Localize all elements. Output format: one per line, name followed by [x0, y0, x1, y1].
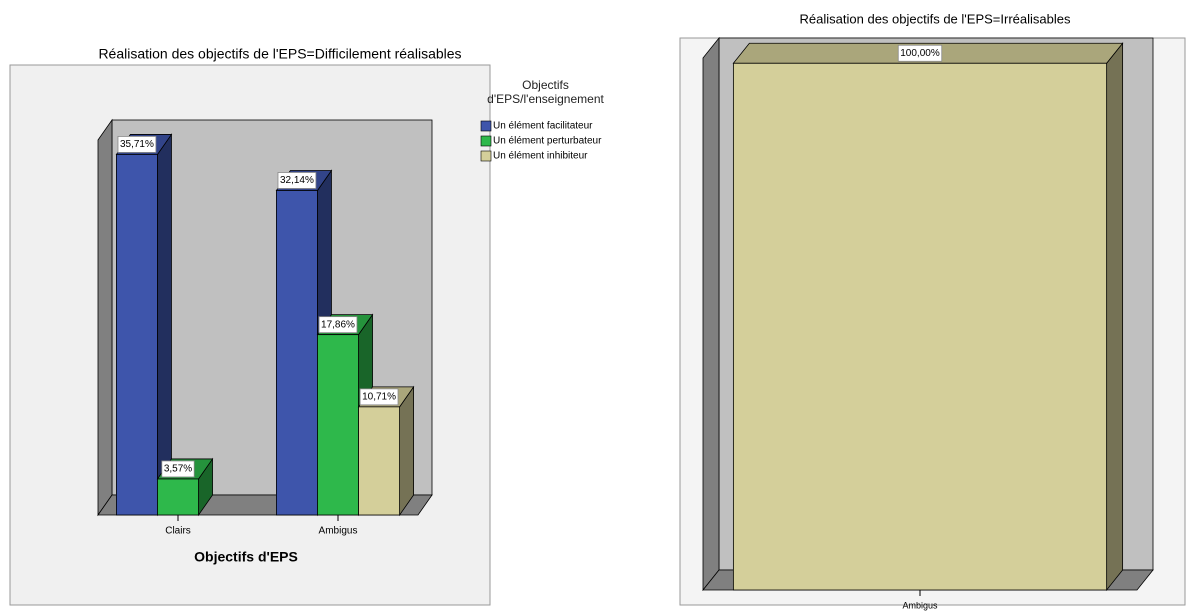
- x-tick-label: Ambigus: [902, 600, 938, 610]
- legend-label: Un élément perturbateur: [493, 136, 602, 147]
- bar: [358, 406, 400, 516]
- bar-side: [1106, 42, 1124, 592]
- value-label-box: [117, 136, 157, 153]
- value-label: 3,57%: [164, 464, 192, 475]
- bar-side: [157, 133, 172, 517]
- bar: [157, 478, 199, 516]
- legend-swatch: [480, 135, 492, 147]
- x-axis-title: Objectifs d'EPS: [194, 549, 298, 565]
- legend-swatch: [480, 120, 492, 132]
- bar: [317, 334, 359, 516]
- side-wall: [97, 118, 113, 517]
- value-label-box: [277, 172, 317, 189]
- chart-title: Réalisation des objectifs de l'EPS=Diffi…: [98, 46, 461, 62]
- value-label: 10,71%: [362, 391, 396, 402]
- legend-title-box: Objectifs d'EPS/l'enseignement: [487, 78, 604, 106]
- value-label: 17,86%: [321, 319, 355, 330]
- legend-title: Objectifs d'EPS/l'enseignement: [487, 78, 604, 106]
- bar: [116, 154, 158, 516]
- value-label-box: [161, 460, 195, 478]
- legend-label: Un élément facilitateur: [493, 121, 593, 132]
- bar: [275, 190, 318, 516]
- value-label: 100,00%: [900, 48, 940, 59]
- bar: [732, 62, 1108, 591]
- x-tick-label: Clairs: [165, 526, 191, 537]
- value-label-box: [359, 388, 399, 406]
- value-label-box: [897, 44, 943, 62]
- chart-title: Réalisation des objectifs de l'EPS=Irréa…: [800, 11, 1071, 26]
- legend-swatch: [480, 150, 492, 162]
- value-label: 32,14%: [280, 175, 314, 186]
- value-label-box: [318, 316, 358, 334]
- legend-label: Un élément inhibiteur: [493, 151, 588, 162]
- value-label: 35,71%: [120, 139, 154, 150]
- bar-side: [399, 385, 415, 517]
- x-tick-label: Ambigus: [319, 526, 358, 537]
- side-wall: [702, 36, 720, 592]
